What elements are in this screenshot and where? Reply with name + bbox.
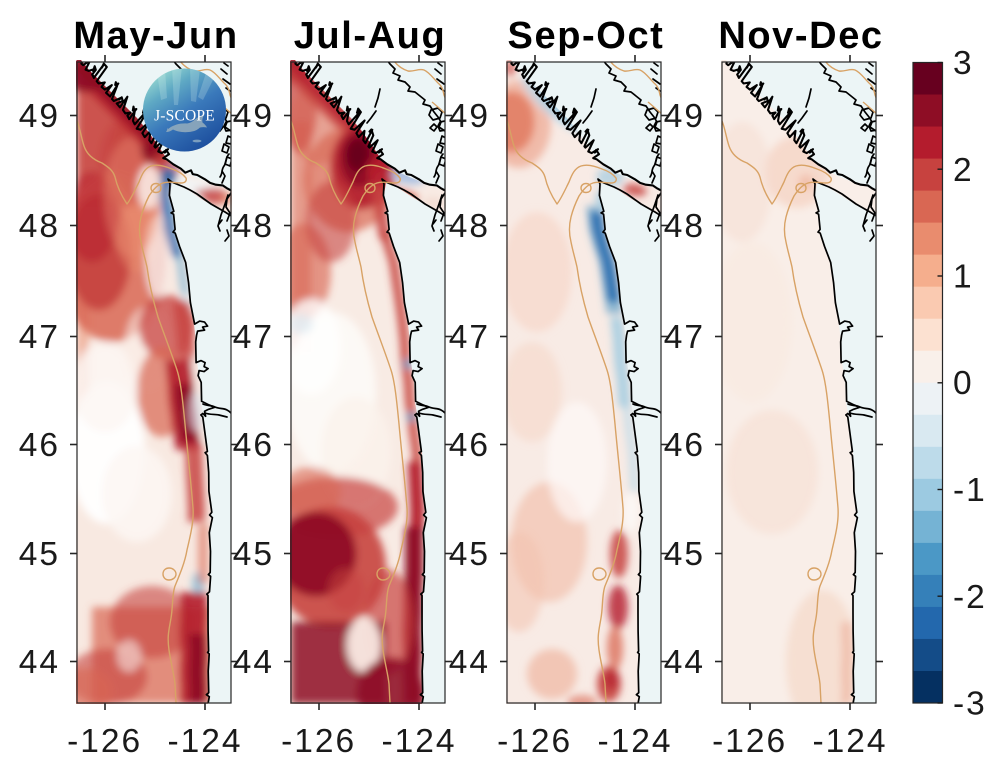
svg-text:2: 2 — [953, 152, 974, 189]
svg-text:44: 44 — [19, 644, 60, 681]
svg-text:-124: -124 — [381, 723, 456, 760]
svg-text:48: 48 — [233, 208, 274, 245]
svg-text:-3: -3 — [953, 686, 987, 723]
svg-text:49: 49 — [233, 98, 274, 135]
svg-text:J-SCOPE: J-SCOPE — [154, 108, 215, 125]
svg-text:47: 47 — [19, 319, 60, 356]
svg-text:May-Jun: May-Jun — [73, 15, 238, 57]
svg-text:Nov-Dec: Nov-Dec — [718, 15, 883, 57]
svg-text:44: 44 — [449, 644, 490, 681]
svg-text:45: 45 — [449, 536, 490, 573]
svg-text:-126: -126 — [67, 723, 142, 760]
svg-text:-124: -124 — [812, 723, 887, 760]
svg-text:48: 48 — [19, 208, 60, 245]
svg-text:-1: -1 — [953, 472, 987, 509]
svg-text:-124: -124 — [167, 723, 242, 760]
svg-text:Jul-Aug: Jul-Aug — [294, 15, 447, 57]
svg-text:47: 47 — [664, 319, 705, 356]
svg-text:-126: -126 — [497, 723, 572, 760]
svg-text:Sep-Oct: Sep-Oct — [508, 15, 665, 57]
svg-text:46: 46 — [664, 427, 705, 464]
svg-text:46: 46 — [233, 427, 274, 464]
svg-text:48: 48 — [664, 208, 705, 245]
svg-text:45: 45 — [664, 536, 705, 573]
svg-text:1: 1 — [953, 259, 974, 296]
svg-text:-2: -2 — [953, 579, 987, 616]
svg-text:47: 47 — [449, 319, 490, 356]
svg-text:49: 49 — [664, 98, 705, 135]
svg-text:49: 49 — [449, 98, 490, 135]
svg-text:49: 49 — [19, 98, 60, 135]
svg-text:45: 45 — [233, 536, 274, 573]
svg-text:-126: -126 — [712, 723, 787, 760]
svg-text:-124: -124 — [597, 723, 672, 760]
svg-text:0: 0 — [953, 365, 974, 402]
svg-text:45: 45 — [19, 536, 60, 573]
svg-text:46: 46 — [449, 427, 490, 464]
svg-text:47: 47 — [233, 319, 274, 356]
svg-text:44: 44 — [664, 644, 705, 681]
svg-text:44: 44 — [233, 644, 274, 681]
svg-text:-126: -126 — [281, 723, 356, 760]
svg-text:46: 46 — [19, 427, 60, 464]
svg-text:3: 3 — [953, 45, 974, 82]
svg-text:48: 48 — [449, 208, 490, 245]
